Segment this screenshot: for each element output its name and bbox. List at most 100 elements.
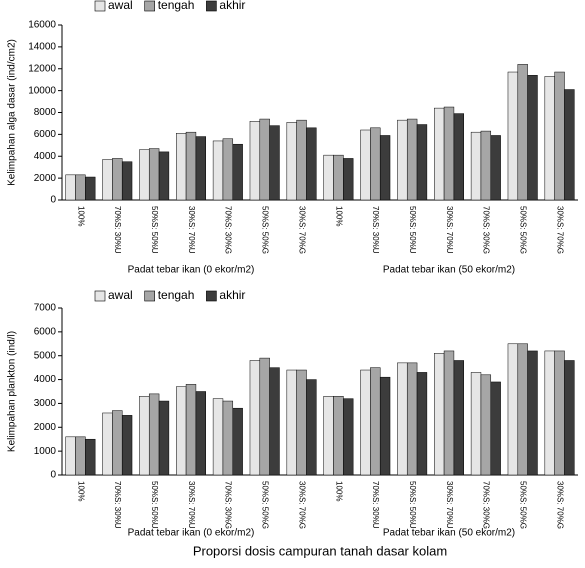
x-tick-label: 70%S: 30%U	[113, 481, 122, 529]
x-tick-label: 30%S: 70%U	[445, 206, 454, 254]
bar	[554, 350, 565, 476]
bar	[148, 393, 160, 476]
bar	[453, 360, 464, 476]
bar	[406, 362, 418, 476]
legend-label: akhir	[219, 288, 245, 302]
bar	[75, 436, 86, 476]
bar	[269, 125, 280, 201]
y-tick-label: 6000	[34, 129, 57, 140]
legend-label: tengah	[158, 288, 195, 302]
bar	[406, 118, 418, 201]
bar	[333, 396, 344, 476]
legend-label: akhir	[219, 0, 245, 12]
bar	[507, 71, 519, 201]
x-tick-label: 100%	[76, 206, 85, 226]
legend-swatch	[144, 0, 155, 12]
x-tick-label: 30%S: 70%U	[187, 481, 196, 529]
legend-swatch	[94, 290, 106, 302]
group-label: Padat tebar ikan (50 ekor/m2)	[383, 528, 515, 539]
y-tick-label: 6000	[34, 326, 57, 337]
x-tick-label: 50%S: 50%U	[150, 481, 159, 529]
bar	[296, 369, 307, 476]
x-tick-label: 70%S: 30%U	[371, 206, 380, 254]
group-label: Padat tebar ikan (0 ekor/m2)	[128, 265, 255, 276]
bar	[148, 148, 160, 201]
bar	[470, 372, 482, 476]
bar	[85, 176, 96, 201]
bar	[517, 343, 528, 476]
bar	[480, 130, 492, 201]
bar	[416, 124, 428, 201]
bar	[102, 412, 113, 476]
bar	[176, 386, 187, 476]
bar	[249, 360, 261, 476]
x-tick-label: 100%	[76, 481, 85, 501]
y-tick-label: 3000	[34, 398, 57, 409]
x-tick-label: 50%S: 50%G	[261, 206, 270, 254]
bar	[370, 127, 381, 201]
bar	[112, 410, 123, 476]
legend-label: awal	[108, 288, 133, 302]
bar	[121, 161, 133, 201]
bar	[259, 357, 270, 476]
bar	[416, 372, 428, 476]
bar	[323, 154, 334, 201]
bar	[269, 367, 280, 476]
bar	[139, 396, 150, 476]
x-tick-label: 30%S: 70%G	[555, 481, 564, 529]
bar	[434, 353, 445, 476]
bar	[158, 400, 170, 476]
y-tick-label: 16000	[28, 20, 56, 31]
bar	[544, 76, 555, 201]
y-tick-label: 14000	[28, 42, 56, 53]
bar	[470, 131, 482, 201]
x-tick-label: 70%S: 30%G	[482, 481, 491, 529]
bar	[343, 158, 354, 201]
bar	[176, 133, 187, 201]
bar	[490, 135, 501, 201]
bar	[65, 436, 76, 476]
bar	[397, 119, 408, 201]
y-tick-label: 8000	[34, 107, 57, 118]
bar	[232, 407, 243, 476]
bar	[527, 350, 538, 476]
bar	[544, 350, 555, 476]
legend-label: tengah	[158, 0, 195, 12]
bar	[517, 64, 528, 201]
y-tick-label: 2000	[34, 422, 57, 433]
x-tick-label: 100%	[334, 481, 343, 501]
bar	[102, 159, 113, 201]
bar	[306, 379, 317, 476]
bar	[370, 367, 381, 476]
bar	[139, 149, 150, 201]
bar	[222, 400, 234, 476]
bar	[323, 396, 334, 476]
bar	[443, 106, 455, 201]
bar	[232, 143, 243, 201]
bar	[360, 129, 371, 201]
bar	[286, 122, 297, 201]
x-tick-label: 30%S: 70%U	[445, 481, 454, 529]
x-tick-label: 50%S: 50%G	[519, 206, 528, 254]
x-tick-label: 50%S: 50%G	[519, 481, 528, 529]
y-tick-label: 1000	[34, 446, 57, 457]
bar	[306, 127, 317, 201]
bar	[75, 174, 86, 201]
bar	[212, 398, 224, 476]
x-tick-label: 30%S: 70%U	[187, 206, 196, 254]
bar	[158, 151, 170, 201]
y-tick-label: 0	[50, 470, 56, 481]
y-tick-label: 4000	[34, 151, 57, 162]
y-tick-label: 2000	[34, 173, 57, 184]
bar	[249, 121, 261, 201]
legend-swatch	[144, 290, 155, 302]
bar	[554, 71, 565, 201]
bar	[443, 350, 455, 476]
x-tick-label: 50%S: 50%U	[150, 206, 159, 254]
bar	[333, 154, 344, 201]
y-tick-label: 4000	[34, 374, 57, 385]
x-tick-label: 70%S: 30%G	[224, 481, 233, 529]
bar	[212, 140, 224, 201]
x-axis-title: Proporsi dosis campuran tanah dasar kola…	[193, 543, 447, 558]
